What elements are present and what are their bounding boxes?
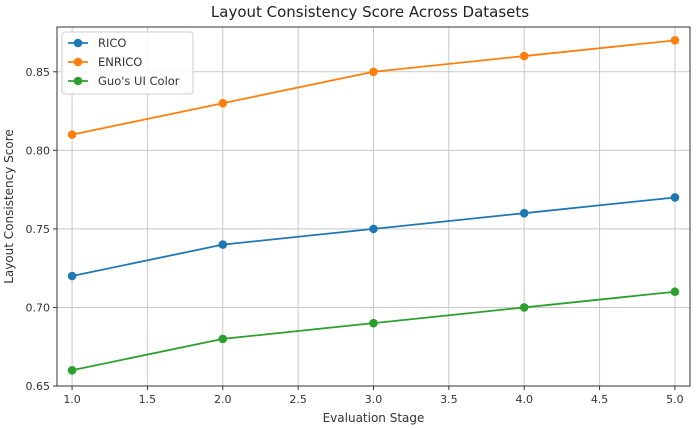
data-point [369, 224, 378, 234]
data-point [67, 130, 77, 139]
y-tick-label: 0.80 [26, 144, 51, 157]
legend-item: ENRICO [68, 55, 142, 69]
y-tick-label: 0.70 [26, 301, 51, 314]
y-axis-ticks: 0.65 0.70 0.75 0.80 0.85 [26, 66, 57, 393]
data-point [670, 193, 680, 202]
data-point [519, 303, 529, 312]
legend-label: ENRICO [98, 55, 142, 69]
x-tick-label: 2.5 [289, 393, 307, 406]
legend-marker [73, 38, 83, 48]
data-point [519, 51, 529, 61]
y-tick-label: 0.85 [26, 66, 51, 79]
x-tick-label: 4.0 [515, 393, 533, 406]
data-point [218, 240, 228, 249]
x-tick-label: 2.0 [214, 393, 232, 406]
data-point [670, 36, 680, 45]
axes-frame [56, 26, 691, 387]
data-point [369, 318, 378, 328]
series-guo-s-ui-color [67, 287, 680, 375]
legend-marker [73, 76, 83, 86]
x-tick-label: 3.0 [365, 393, 383, 406]
legend-item: Guo's UI Color [68, 74, 180, 88]
legend-item: RICO [68, 36, 126, 50]
data-point [519, 208, 529, 218]
x-tick-label: 5.0 [666, 393, 684, 406]
x-axis-ticks: 1.0 1.5 2.0 2.5 3.0 3.5 4.0 4.5 5.0 [63, 386, 684, 406]
data-point [67, 365, 77, 375]
x-tick-label: 1.5 [139, 393, 157, 406]
y-tick-label: 0.65 [26, 380, 51, 393]
x-tick-label: 1.0 [63, 393, 81, 406]
data-point [218, 334, 228, 344]
legend-label: RICO [98, 36, 126, 50]
legend-marker [73, 57, 83, 67]
chart-title: Layout Consistency Score Across Datasets [211, 3, 529, 21]
legend-label: Guo's UI Color [98, 74, 180, 88]
x-tick-label: 4.5 [591, 393, 609, 406]
data-point [67, 271, 77, 281]
data-point [670, 287, 680, 297]
legend-box [61, 31, 194, 95]
x-axis-title: Evaluation Stage [323, 411, 425, 425]
y-axis-title: Layout Consistency Score [2, 129, 16, 284]
x-tick-label: 3.5 [440, 393, 458, 406]
series-enrico [67, 36, 680, 139]
series-rico [67, 193, 680, 281]
data-point [369, 67, 378, 77]
legend: RICO ENRICO Guo's UI Color [61, 31, 194, 95]
data-point [218, 98, 228, 108]
series-layer [67, 36, 680, 375]
y-tick-label: 0.75 [26, 223, 51, 236]
